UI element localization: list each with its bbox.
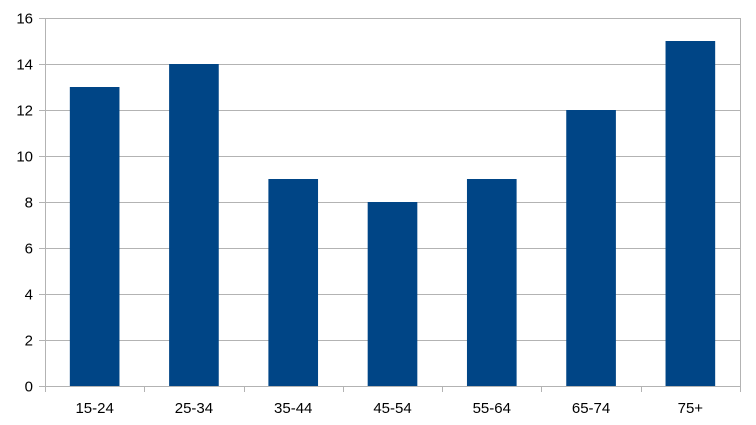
x-tick-label: 55-64 <box>473 400 511 417</box>
bar-35-44 <box>268 179 319 386</box>
plot-frame <box>45 18 741 392</box>
x-tick-label: 45-54 <box>373 400 411 417</box>
y-axis-ticks: 0 2 4 6 8 10 12 14 16 <box>16 11 33 396</box>
y-tick-label: 8 <box>25 195 33 212</box>
y-tick-label: 2 <box>25 333 33 350</box>
bar-15-24 <box>69 87 120 386</box>
x-tick-label: 15-24 <box>75 400 113 417</box>
bar-65-74 <box>566 110 616 386</box>
x-tick-label: 65-74 <box>572 400 610 417</box>
bar-55-64 <box>466 179 517 386</box>
bar-25-34 <box>169 64 219 386</box>
y-tick-label: 14 <box>16 57 33 74</box>
bars <box>69 41 716 386</box>
bar-75+ <box>665 41 716 386</box>
y-tick-label: 4 <box>25 287 33 304</box>
y-tick-label: 10 <box>16 149 33 166</box>
x-tick-label: 35-44 <box>274 400 312 417</box>
x-tick-label: 25-34 <box>175 400 213 417</box>
y-tick-label: 16 <box>16 11 33 28</box>
x-axis-ticks: 15-24 25-34 35-44 45-54 55-64 65-74 75+ <box>75 400 703 417</box>
y-tick-label: 12 <box>16 103 33 120</box>
y-tick-label: 0 <box>25 379 33 396</box>
x-tick-label: 75+ <box>678 400 704 417</box>
bar-45-54 <box>367 202 418 386</box>
y-tick-label: 6 <box>25 241 33 258</box>
